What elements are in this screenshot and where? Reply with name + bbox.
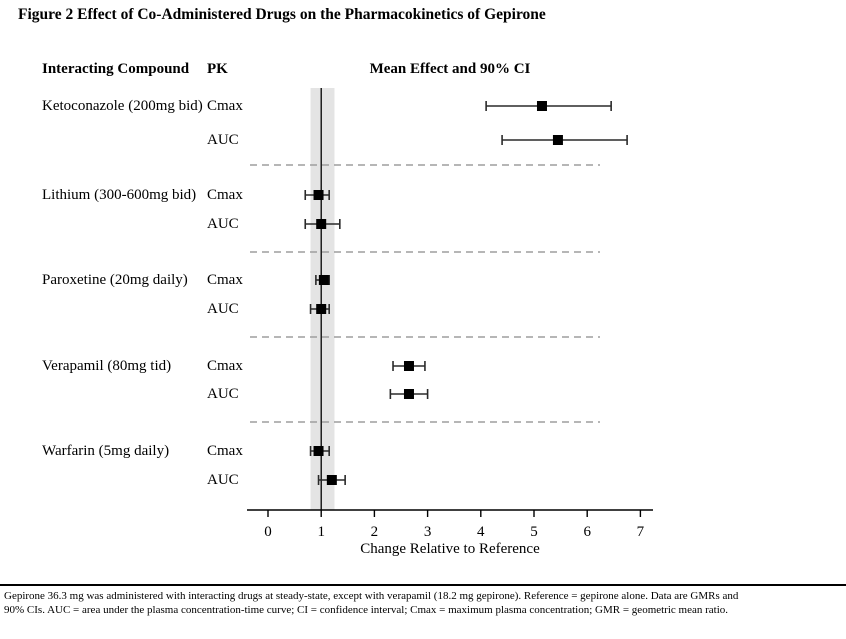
compound-label: Lithium (300-600mg bid): [42, 187, 197, 203]
compound-label: Warfarin (5mg daily): [42, 443, 170, 459]
footnote-divider: [0, 584, 846, 586]
column-header-interacting-compound: Interacting Compound: [42, 61, 190, 77]
x-axis-tick-label: 1: [317, 524, 325, 540]
point-marker: [326, 475, 337, 485]
x-axis-tick-label: 0: [264, 524, 272, 540]
compound-label: Paroxetine (20mg daily): [42, 272, 188, 288]
x-axis-tick-label: 2: [371, 524, 379, 540]
pk-parameter-label: Cmax: [207, 358, 243, 374]
pk-parameter-label: AUC: [207, 216, 239, 232]
forest-plot: 0 1 2 3 4 5 6 7: [247, 88, 653, 540]
point-marker: [536, 101, 547, 111]
pk-parameter-label: Cmax: [207, 98, 243, 114]
point-marker: [313, 446, 324, 456]
pk-parameter-label: Cmax: [207, 443, 243, 459]
point-marker: [552, 135, 563, 145]
compound-label: Ketoconazole (200mg bid): [42, 98, 203, 114]
point-marker: [318, 275, 329, 285]
pk-parameter-label: AUC: [207, 386, 239, 402]
figure-footnote: Gepirone 36.3 mg was administered with i…: [4, 589, 844, 617]
x-axis-tick-label: 5: [530, 524, 538, 540]
point-marker: [403, 361, 414, 371]
x-axis-tick-label: 3: [424, 524, 432, 540]
pk-parameter-label: Cmax: [207, 187, 243, 203]
point-marker: [316, 304, 327, 314]
pk-parameter-label: AUC: [207, 301, 239, 317]
x-axis-title: Change Relative to Reference: [360, 541, 540, 557]
x-axis-tick-label: 7: [637, 524, 645, 540]
compound-label: Verapamil (80mg tid): [42, 358, 172, 374]
point-marker: [313, 190, 324, 200]
footnote-line-1: Gepirone 36.3 mg was administered with i…: [4, 590, 739, 602]
pk-parameter-label: AUC: [207, 132, 239, 148]
x-axis-tick-label: 4: [477, 524, 485, 540]
column-header-pk: PK: [207, 61, 228, 77]
point-marker: [316, 219, 327, 229]
point-marker: [403, 389, 414, 399]
x-axis-tick-label: 6: [583, 524, 591, 540]
column-header-mean-effect: Mean Effect and 90% CI: [369, 61, 531, 77]
pk-parameter-label: Cmax: [207, 272, 243, 288]
footnote-line-2: 90% CIs. AUC = area under the plasma con…: [4, 604, 729, 616]
pk-parameter-label: AUC: [207, 472, 239, 488]
figure-title: Figure 2 Effect of Co-Administered Drugs…: [18, 6, 546, 23]
